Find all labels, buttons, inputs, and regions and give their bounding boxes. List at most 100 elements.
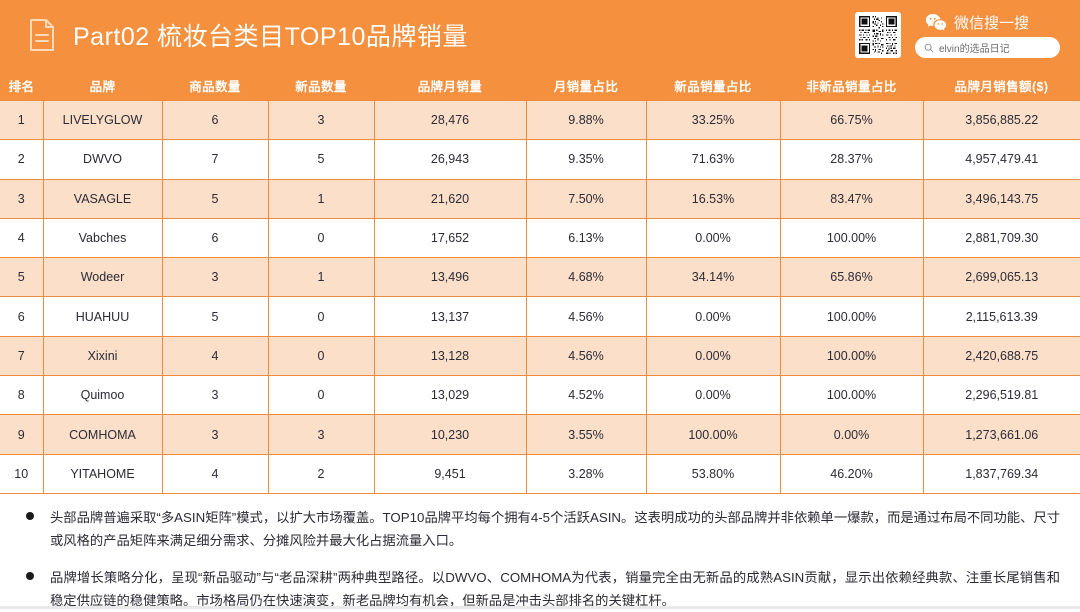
cell-product-count: 3 xyxy=(162,257,269,298)
cell-new-product-count: 0 xyxy=(268,336,375,377)
cell-new-product-count: 2 xyxy=(268,454,375,494)
table-header-row: 排名 品牌 商品数量 新品数量 品牌月销量 月销量占比 新品销量占比 非新品销量… xyxy=(0,70,1080,101)
cell-monthly-revenue: 4,957,479.41 xyxy=(923,139,1080,180)
cell-product-count: 3 xyxy=(162,414,269,455)
insight-text: 头部品牌普遍采取“多ASIN矩阵”模式，以扩大市场覆盖。TOP10品牌平均每个拥… xyxy=(50,509,1060,548)
cell-monthly-revenue: 1,273,661.06 xyxy=(923,414,1080,455)
cell-old-sales-share: 83.47% xyxy=(780,179,924,219)
cell-new-sales-share: 0.00% xyxy=(646,218,781,259)
cell-rank: 1 xyxy=(0,99,44,141)
cell-monthly-revenue: 2,699,065.13 xyxy=(923,257,1080,298)
cell-rank: 8 xyxy=(0,375,44,416)
cell-monthly-revenue: 2,115,613.39 xyxy=(923,296,1080,337)
cell-monthly-revenue: 2,420,688.75 xyxy=(923,336,1080,377)
cell-product-count: 5 xyxy=(162,296,269,337)
cell-old-sales-share: 100.00% xyxy=(780,336,924,377)
cell-new-product-count: 0 xyxy=(268,375,375,416)
cell-brand: LIVELYGLOW xyxy=(43,99,163,141)
cell-rank: 2 xyxy=(0,139,44,180)
cell-brand: DWVO xyxy=(43,139,163,180)
cell-brand: VASAGLE xyxy=(43,179,163,219)
cell-sales-share: 4.56% xyxy=(526,336,647,377)
cell-product-count: 3 xyxy=(162,375,269,416)
footer-divider xyxy=(0,606,1080,609)
cell-brand: HUAHUU xyxy=(43,296,163,337)
cell-new-sales-share: 71.63% xyxy=(646,139,781,180)
qr-code-icon[interactable] xyxy=(855,12,901,58)
table-row[interactable]: 7 Xixini 4 0 13,128 4.56% 0.00% 100.00% 2,420,68… xyxy=(0,336,1080,377)
column-header-new-sales-share[interactable]: 新品销量占比 xyxy=(646,70,780,101)
header-left-group: Part02 梳妆台类目TOP10品牌销量 xyxy=(0,17,468,53)
cell-monthly-revenue: 3,856,885.22 xyxy=(923,99,1080,141)
table-row[interactable]: 3 VASAGLE 5 1 21,620 7.50% 16.53% 83.47% 3,496,1… xyxy=(0,179,1080,219)
cell-product-count: 4 xyxy=(162,454,269,494)
cell-monthly-sales: 21,620 xyxy=(374,179,527,219)
column-header-sales-share[interactable]: 月销量占比 xyxy=(526,70,646,101)
wechat-logo-icon xyxy=(925,13,947,32)
cell-new-sales-share: 16.53% xyxy=(646,179,781,219)
cell-brand: Wodeer xyxy=(43,257,163,298)
column-header-monthly-revenue[interactable]: 品牌月销售额($) xyxy=(923,70,1080,101)
cell-sales-share: 3.55% xyxy=(526,414,647,455)
cell-monthly-revenue: 1,837,769.34 xyxy=(923,454,1080,494)
column-header-brand[interactable]: 品牌 xyxy=(43,70,162,101)
cell-new-product-count: 3 xyxy=(268,414,375,455)
column-header-monthly-sales[interactable]: 品牌月销量 xyxy=(374,70,526,101)
insights-section: 头部品牌普遍采取“多ASIN矩阵”模式，以扩大市场覆盖。TOP10品牌平均每个拥… xyxy=(0,494,1080,612)
search-input[interactable]: elvin的选品日记 xyxy=(915,37,1060,58)
column-header-product-count[interactable]: 商品数量 xyxy=(162,70,268,101)
cell-sales-share: 9.35% xyxy=(526,139,647,180)
wechat-brand-row: 微信搜一搜 xyxy=(915,12,1029,33)
cell-new-product-count: 1 xyxy=(268,257,375,298)
cell-new-sales-share: 0.00% xyxy=(646,296,781,337)
cell-new-product-count: 0 xyxy=(268,296,375,337)
page-header: Part02 梳妆台类目TOP10品牌销量 xyxy=(0,0,1080,70)
table-body: 1 LIVELYGLOW 6 3 28,476 9.88% 33.25% 66.75% 3,85… xyxy=(0,99,1080,494)
cell-brand: Vabches xyxy=(43,218,163,259)
cell-new-product-count: 5 xyxy=(268,139,375,180)
page-title: Part02 梳妆台类目TOP10品牌销量 xyxy=(73,23,468,51)
cell-sales-share: 9.88% xyxy=(526,99,647,141)
table-row[interactable]: 9 COMHOMA 3 3 10,230 3.55% 100.00% 0.00% 1,273,6… xyxy=(0,414,1080,455)
cell-monthly-sales: 17,652 xyxy=(374,218,527,259)
table-row[interactable]: 5 Wodeer 3 1 13,496 4.68% 34.14% 65.86% 2,699,06… xyxy=(0,257,1080,298)
column-header-old-sales-share[interactable]: 非新品销量占比 xyxy=(780,70,923,101)
cell-monthly-sales: 10,230 xyxy=(374,414,527,455)
search-icon xyxy=(924,43,934,52)
cell-brand: Xixini xyxy=(43,336,163,377)
cell-monthly-revenue: 2,296,519.81 xyxy=(923,375,1080,416)
table-row[interactable]: 10 YITAHOME 4 2 9,451 3.28% 53.80% 46.20% 1,837,… xyxy=(0,454,1080,494)
table-row[interactable]: 6 HUAHUU 5 0 13,137 4.56% 0.00% 100.00% 2,115,61… xyxy=(0,296,1080,337)
cell-sales-share: 4.68% xyxy=(526,257,647,298)
table-row[interactable]: 1 LIVELYGLOW 6 3 28,476 9.88% 33.25% 66.75% 3,85… xyxy=(0,99,1080,141)
cell-product-count: 4 xyxy=(162,336,269,377)
cell-new-sales-share: 0.00% xyxy=(646,336,781,377)
cell-old-sales-share: 66.75% xyxy=(780,99,924,141)
cell-new-sales-share: 34.14% xyxy=(646,257,781,298)
cell-rank: 3 xyxy=(0,179,44,219)
wechat-search-block: 微信搜一搜 elvin的选品日记 xyxy=(915,12,1068,58)
cell-product-count: 5 xyxy=(162,179,269,219)
cell-new-product-count: 1 xyxy=(268,179,375,219)
cell-monthly-sales: 13,137 xyxy=(374,296,527,337)
cell-old-sales-share: 0.00% xyxy=(780,414,924,455)
column-header-rank[interactable]: 排名 xyxy=(0,70,43,101)
column-header-new-product-count[interactable]: 新品数量 xyxy=(268,70,374,101)
bullet-icon xyxy=(26,511,34,520)
document-icon xyxy=(27,18,57,52)
cell-sales-share: 4.52% xyxy=(526,375,647,416)
cell-new-product-count: 3 xyxy=(268,99,375,141)
insight-item: 品牌增长策略分化，呈现“新品驱动”与“老品深耕”两种典型路径。以DWVO、COM… xyxy=(16,566,1060,612)
table-row[interactable]: 8 Quimoo 3 0 13,029 4.52% 0.00% 100.00% 2,296,51… xyxy=(0,375,1080,416)
table-row[interactable]: 2 DWVO 7 5 26,943 9.35% 71.63% 28.37% 4,957,479.… xyxy=(0,139,1080,180)
cell-new-product-count: 0 xyxy=(268,218,375,259)
insight-item: 头部品牌普遍采取“多ASIN矩阵”模式，以扩大市场覆盖。TOP10品牌平均每个拥… xyxy=(16,506,1060,552)
cell-product-count: 6 xyxy=(162,99,269,141)
cell-rank: 5 xyxy=(0,257,44,298)
table-row[interactable]: 4 Vabches 6 0 17,652 6.13% 0.00% 100.00% 2,881,7… xyxy=(0,218,1080,259)
cell-new-sales-share: 53.80% xyxy=(646,454,781,494)
cell-rank: 6 xyxy=(0,296,44,337)
cell-rank: 4 xyxy=(0,218,44,259)
cell-old-sales-share: 65.86% xyxy=(780,257,924,298)
